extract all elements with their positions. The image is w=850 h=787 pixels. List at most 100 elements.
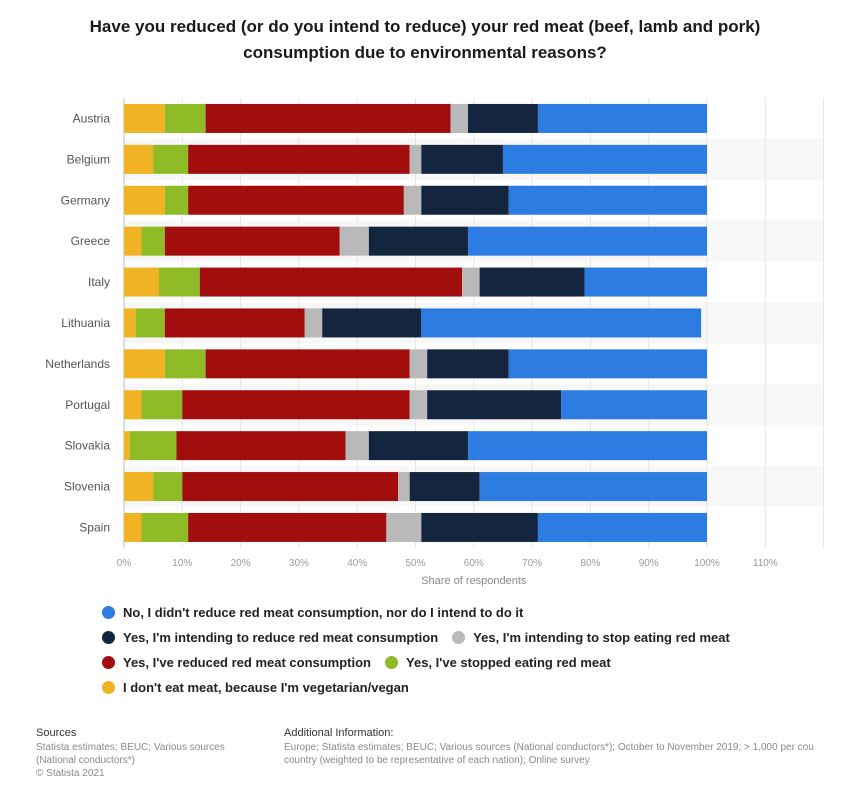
legend-row: No, I didn't reduce red meat consumption… (102, 600, 842, 625)
legend-swatch-icon (102, 681, 115, 694)
bar-segment (304, 308, 323, 338)
bar-segment (124, 226, 142, 256)
bar-segment (427, 349, 509, 379)
legend-item[interactable]: Yes, I'm intending to stop eating red me… (452, 630, 730, 645)
category-label: Belgium (67, 152, 110, 166)
bar-segment (205, 103, 451, 133)
legend-swatch-icon (102, 656, 115, 669)
sources-line: (National conductors*) (36, 755, 135, 766)
bar-segment (450, 103, 468, 133)
copyright-line: © Statista 2021 (36, 768, 105, 779)
category-label: Portugal (65, 398, 110, 412)
bar-segment (164, 226, 340, 256)
bar-segment (409, 472, 480, 502)
legend-item[interactable]: Yes, I'm intending to reduce red meat co… (102, 630, 438, 645)
bar-segment (124, 267, 159, 297)
bar-segment (124, 308, 136, 338)
bar-segment (508, 349, 707, 379)
category-label: Austria (73, 111, 111, 125)
bar-segment (467, 103, 538, 133)
legend-item[interactable]: Yes, I've stopped eating red meat (385, 655, 611, 670)
legend-row: Yes, I'm intending to reduce red meat co… (102, 625, 842, 650)
category-label: Germany (61, 193, 110, 207)
bar-segment (124, 390, 142, 420)
bar-segment (141, 226, 165, 256)
bar-segment (345, 431, 369, 461)
bar-segment (508, 185, 707, 215)
additional-info-line: country (weighted to be representative o… (284, 755, 590, 766)
bar-segment (502, 144, 707, 174)
bar-segment (537, 512, 707, 542)
bar-segment (135, 308, 165, 338)
x-tick-label: 40% (347, 558, 367, 569)
sources-heading: Sources (36, 727, 77, 739)
sources-block: Sources Statista estimates; BEUC; Variou… (36, 727, 256, 780)
bar-segment (124, 431, 130, 461)
legend-label: Yes, I'm intending to stop eating red me… (473, 630, 730, 645)
bar-segment (124, 472, 154, 502)
bar-segment (182, 472, 399, 502)
bar-segment (205, 349, 410, 379)
legend-item[interactable]: Yes, I've reduced red meat consumption (102, 655, 371, 670)
bar-segment (153, 144, 189, 174)
bar-segment (188, 185, 404, 215)
x-tick-label: 50% (405, 558, 425, 569)
bar-segment (141, 512, 189, 542)
bar-segment (124, 103, 165, 133)
chart-legend: No, I didn't reduce red meat consumption… (102, 600, 842, 700)
x-tick-label: 90% (639, 558, 659, 569)
bar-segment (141, 390, 183, 420)
category-label: Italy (88, 275, 110, 289)
legend-label: Yes, I've reduced red meat consumption (123, 655, 372, 670)
bar-segment (409, 390, 428, 420)
legend-item[interactable]: No, I didn't reduce red meat consumption… (102, 605, 523, 620)
bar-segment (124, 185, 165, 215)
bar-segment (421, 185, 509, 215)
legend-swatch-icon (102, 606, 115, 619)
bar-segment (421, 144, 503, 174)
category-label: Slovenia (64, 480, 110, 494)
bar-segment (403, 185, 422, 215)
category-label: Greece (71, 234, 111, 248)
bar-segment (164, 103, 206, 133)
x-tick-label: 70% (522, 558, 542, 569)
additional-info-block: Additional Information: Europe; Statista… (284, 727, 844, 767)
bar-segment (398, 472, 410, 502)
bar-segment (164, 349, 206, 379)
x-tick-label: 20% (231, 558, 251, 569)
bar-segment (124, 512, 142, 542)
chart-title: Have you reduced (or do you intend to re… (89, 17, 761, 62)
sources-line: Statista estimates; BEUC; Various source… (36, 742, 225, 753)
bar-segment (409, 144, 422, 174)
legend-label: I don't eat meat, because I'm vegetarian… (123, 680, 409, 695)
bar-segment (158, 267, 200, 297)
legend-label: Yes, I'm intending to reduce red meat co… (123, 630, 439, 645)
x-tick-label: 110% (753, 558, 778, 569)
bar-segment (129, 431, 177, 461)
bar-segment (322, 308, 422, 338)
legend-row: I don't eat meat, because I'm vegetarian… (102, 675, 842, 700)
bar-segment (427, 390, 562, 420)
category-label: Lithuania (61, 316, 110, 330)
bar-segment (386, 512, 422, 542)
category-label: Netherlands (45, 357, 110, 371)
additional-info-heading: Additional Information: (284, 727, 394, 739)
bar-segment (164, 308, 305, 338)
bar-segment (537, 103, 707, 133)
bar-segment (421, 512, 538, 542)
category-label: Slovakia (65, 439, 111, 453)
legend-item[interactable]: I don't eat meat, because I'm vegetarian… (102, 680, 409, 695)
bar-segment (339, 226, 369, 256)
bar-segment (409, 349, 428, 379)
legend-swatch-icon (385, 656, 399, 669)
legend-label: No, I didn't reduce red meat consumption… (123, 605, 524, 620)
x-tick-label: 0% (117, 558, 132, 569)
bar-segment (176, 431, 346, 461)
bar-segment (188, 512, 387, 542)
category-label: Spain (79, 520, 110, 534)
bar-segment (561, 390, 707, 420)
bar-segment (182, 390, 410, 420)
bar-segment (467, 431, 707, 461)
bar-segment (479, 472, 707, 502)
bar-segment (124, 144, 154, 174)
